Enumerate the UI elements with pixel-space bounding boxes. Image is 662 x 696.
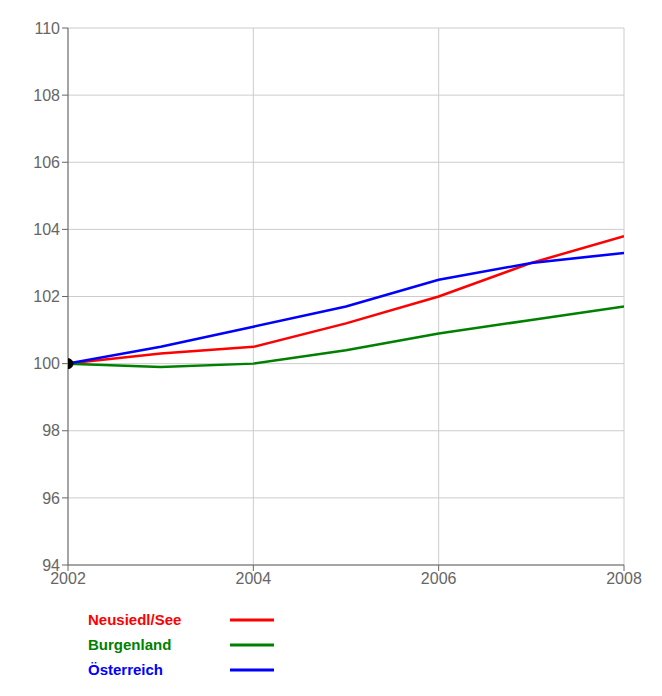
svg-text:2002: 2002 <box>50 570 86 588</box>
svg-text:2004: 2004 <box>236 570 272 587</box>
html-text:Österreich: Österreich <box>88 661 163 678</box>
svg-text:102: 102 <box>33 288 60 305</box>
svg-text:94: 94 <box>42 557 60 574</box>
svg-text:2006: 2006 <box>421 570 457 587</box>
svg-text:108: 108 <box>33 87 60 104</box>
svg-text:104: 104 <box>33 221 60 238</box>
svg-text:96: 96 <box>42 490 60 507</box>
svg-text:100: 100 <box>33 355 60 372</box>
svg-text:98: 98 <box>42 422 60 439</box>
html-text:Neusiedl/See: Neusiedl/See <box>88 611 182 628</box>
svg-text:106: 106 <box>33 154 60 171</box>
html-text:Burgenland: Burgenland <box>88 636 172 653</box>
svg-text:110: 110 <box>34 20 60 37</box>
svg-text:2008: 2008 <box>606 570 642 587</box>
